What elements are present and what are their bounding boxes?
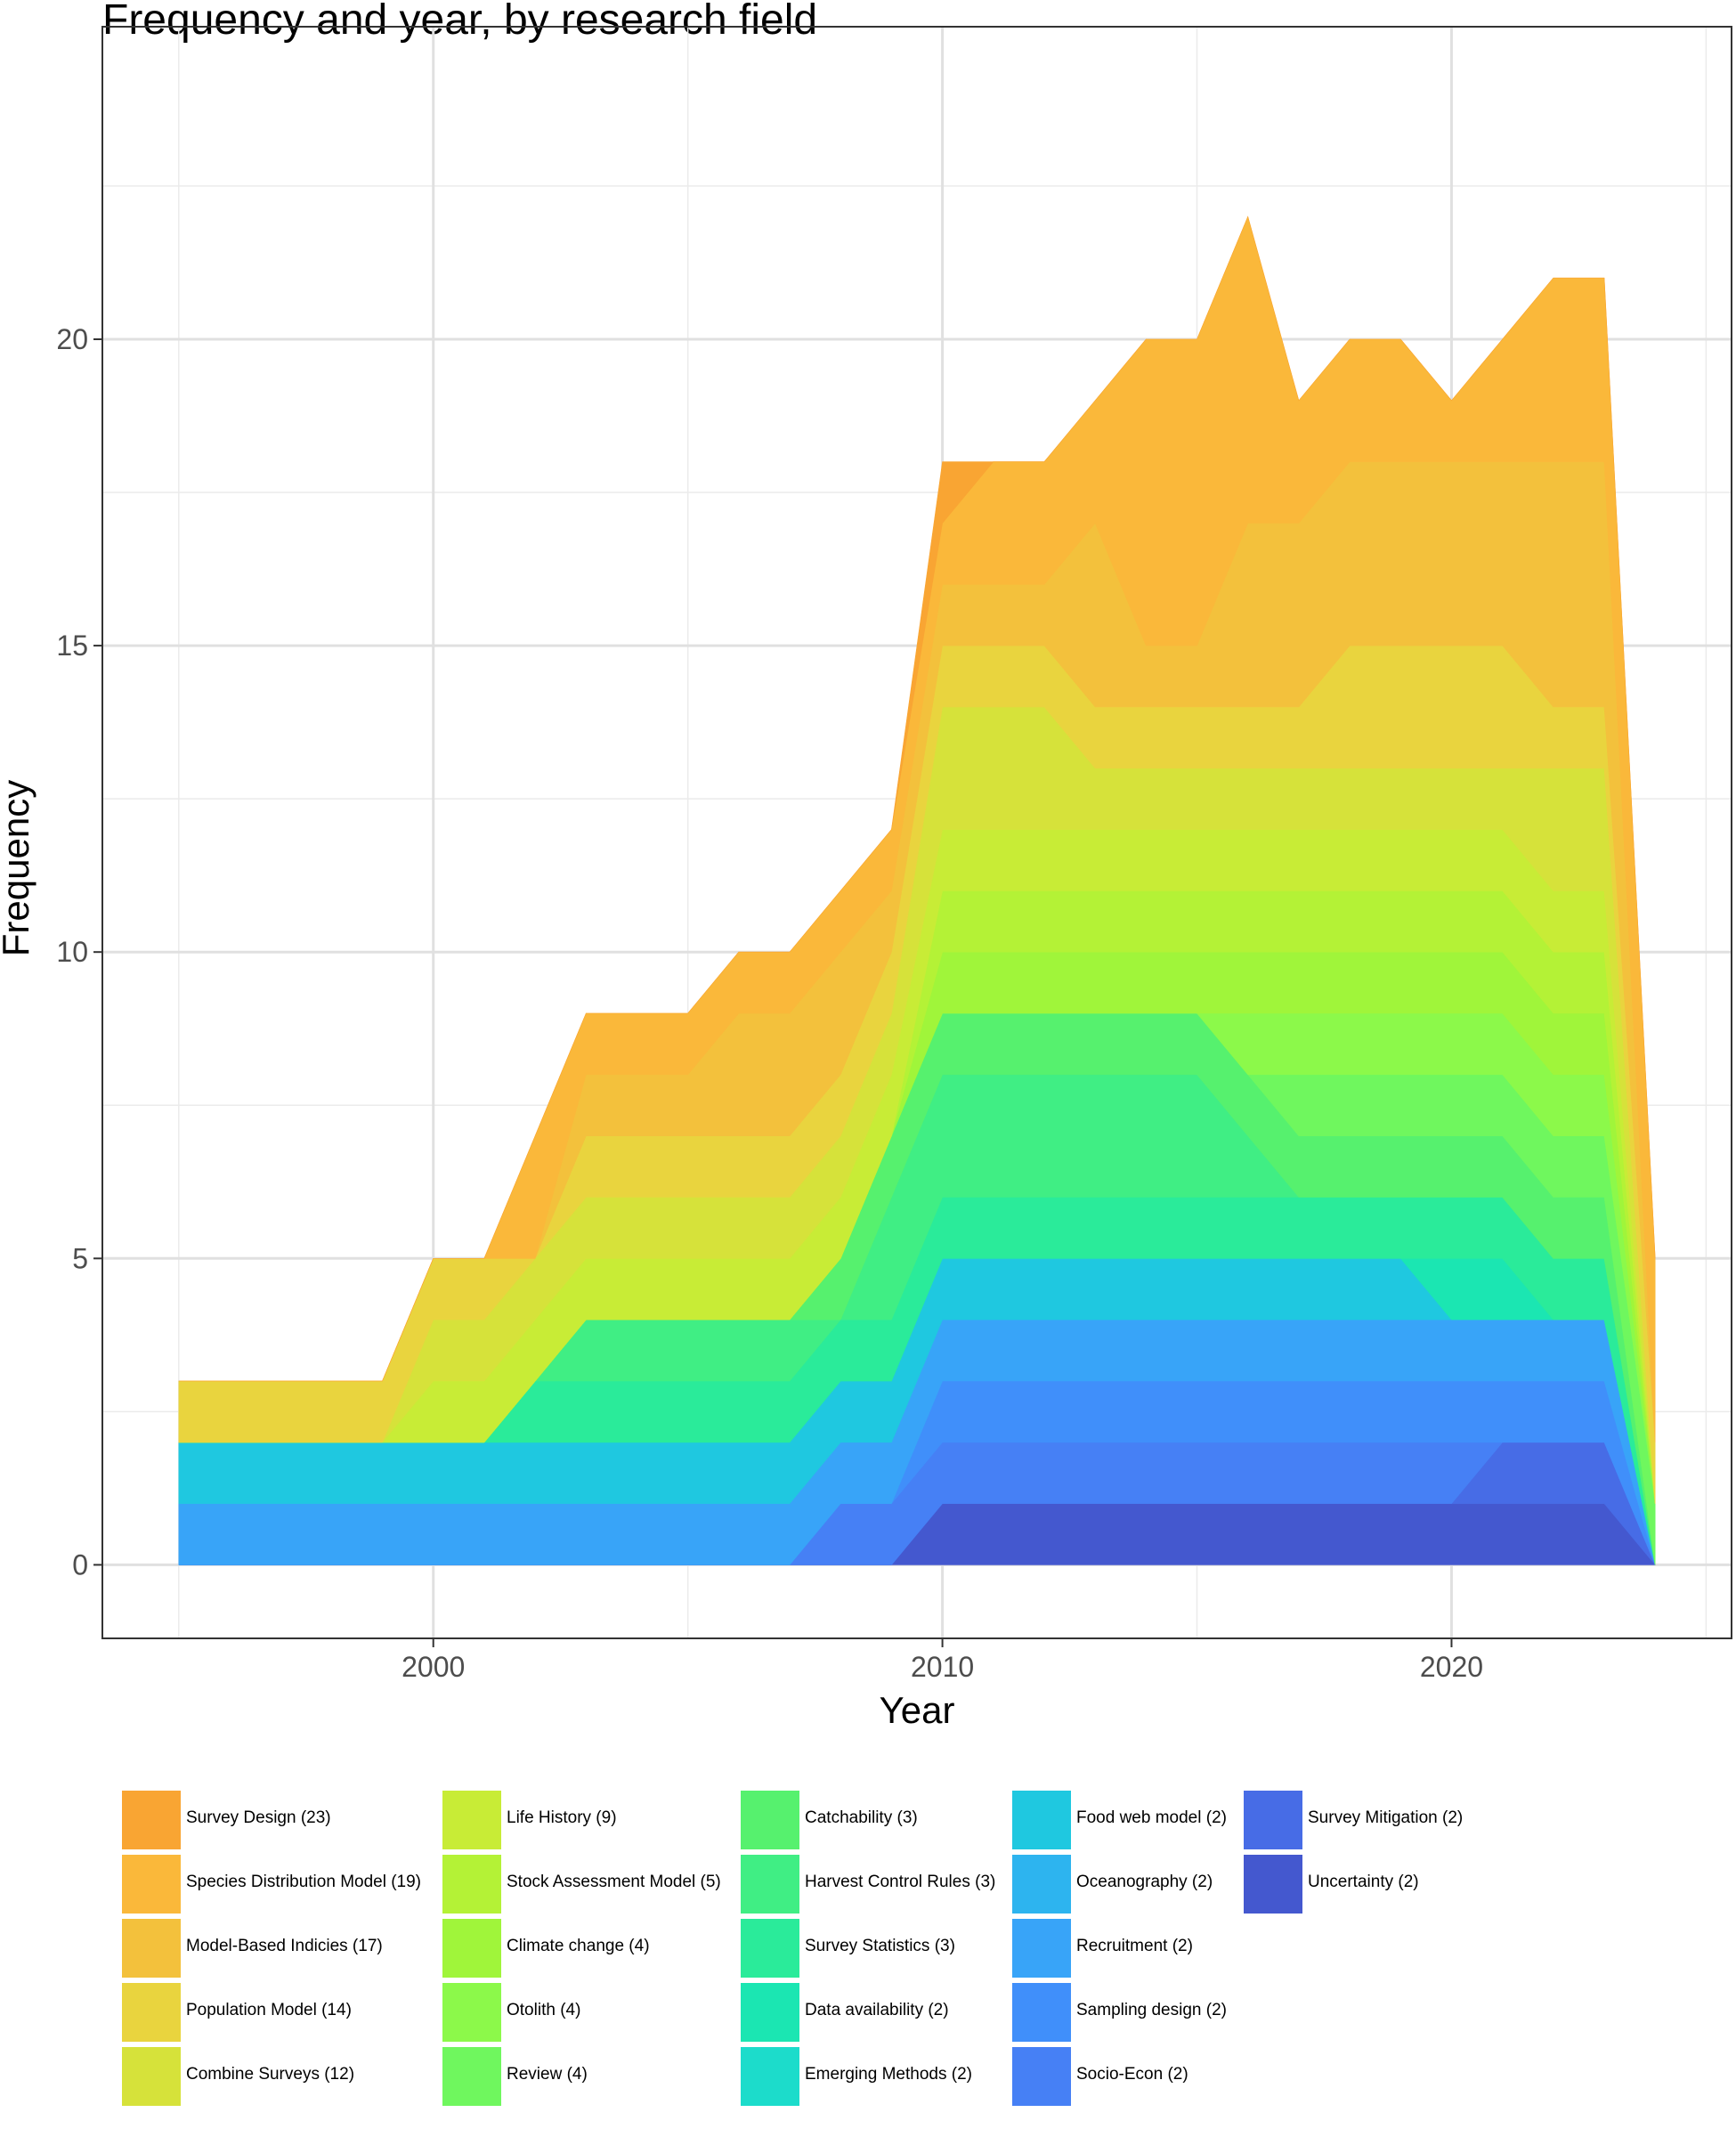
legend-label: Model-Based Indicies (17) bbox=[186, 1937, 383, 1955]
y-axis-title: Frequency bbox=[0, 780, 37, 956]
y-tick-label: 15 bbox=[56, 630, 88, 662]
legend-label: Survey Design (23) bbox=[186, 1808, 331, 1827]
legend-key-swatch bbox=[1244, 1791, 1302, 1849]
area-survey-design bbox=[178, 215, 1656, 1382]
legend: Survey Design (23) Species Distribution M… bbox=[122, 1791, 1724, 2120]
legend-label: Recruitment (2) bbox=[1076, 1937, 1193, 1955]
legend-label: Population Model (14) bbox=[186, 2001, 352, 2019]
legend-label: Life History (9) bbox=[507, 1808, 617, 1827]
legend-label: Emerging Methods (2) bbox=[805, 2065, 972, 2084]
legend-key-swatch bbox=[442, 1855, 501, 1914]
x-axis-title: Year bbox=[880, 1689, 955, 1731]
legend-key-swatch bbox=[442, 1919, 501, 1978]
legend-label: Review (4) bbox=[507, 2065, 588, 2084]
y-axis-ticks: 0 5 10 15 20 bbox=[56, 323, 102, 1580]
legend-key-swatch bbox=[741, 2047, 799, 2106]
legend-label: Oceanography (2) bbox=[1076, 1873, 1213, 1891]
legend-label: Data availability (2) bbox=[805, 2001, 949, 2019]
stacked-area-chart: 0 5 10 15 20 2000 2010 2020 Year Frequency bbox=[0, 26, 1732, 1731]
legend-label: Uncertainty (2) bbox=[1308, 1873, 1419, 1891]
legend-key-swatch bbox=[1012, 1855, 1071, 1914]
legend-label: Combine Surveys (12) bbox=[186, 2065, 355, 2084]
y-tick-label: 0 bbox=[72, 1548, 88, 1580]
legend-label: Food web model (2) bbox=[1076, 1808, 1227, 1827]
legend-label: Socio-Econ (2) bbox=[1076, 2065, 1188, 2084]
legend-label: Catchability (3) bbox=[805, 1808, 918, 1827]
chart-title: Frequency and year, by research field bbox=[102, 0, 818, 44]
y-tick-label: 20 bbox=[56, 323, 88, 355]
plot-panel-border bbox=[101, 26, 1732, 1639]
legend-key-swatch bbox=[1012, 1983, 1071, 2042]
legend-label: Species Distribution Model (19) bbox=[186, 1873, 422, 1891]
legend-key-swatch bbox=[1012, 1919, 1071, 1978]
x-tick-label: 2020 bbox=[1420, 1651, 1483, 1683]
legend-key-swatch bbox=[442, 2047, 501, 2106]
legend-key-swatch bbox=[122, 1791, 181, 1849]
legend-label: Otolith (4) bbox=[507, 2001, 581, 2019]
legend-key-swatch bbox=[1244, 1855, 1302, 1914]
legend-key-swatch bbox=[122, 1983, 181, 2042]
legend-label: Harvest Control Rules (3) bbox=[805, 1873, 996, 1891]
legend-key-swatch bbox=[741, 1983, 799, 2042]
y-tick-label: 10 bbox=[56, 936, 88, 968]
legend-key-swatch bbox=[122, 1855, 181, 1914]
legend-key-swatch bbox=[1012, 2047, 1071, 2106]
x-tick-label: 2010 bbox=[911, 1651, 974, 1683]
x-tick-label: 2000 bbox=[402, 1651, 465, 1683]
area-layers bbox=[178, 215, 1656, 1565]
legend-key-swatch bbox=[1012, 1791, 1071, 1849]
legend-key-swatch bbox=[741, 1919, 799, 1978]
legend-label: Climate change (4) bbox=[507, 1937, 650, 1955]
legend-key-swatch bbox=[122, 2047, 181, 2106]
legend-label: Survey Mitigation (2) bbox=[1308, 1808, 1464, 1827]
legend-label: Stock Assessment Model (5) bbox=[507, 1873, 721, 1891]
legend-key-swatch bbox=[442, 1983, 501, 2042]
legend-key-swatch bbox=[122, 1919, 181, 1978]
legend-label: Sampling design (2) bbox=[1076, 2001, 1227, 2019]
legend-key-swatch bbox=[442, 1791, 501, 1849]
legend-key-swatch bbox=[741, 1791, 799, 1849]
legend-label: Survey Statistics (3) bbox=[805, 1937, 955, 1955]
legend-key-swatch bbox=[741, 1855, 799, 1914]
y-tick-label: 5 bbox=[72, 1242, 88, 1274]
x-axis-ticks: 2000 2010 2020 bbox=[402, 1638, 1483, 1683]
